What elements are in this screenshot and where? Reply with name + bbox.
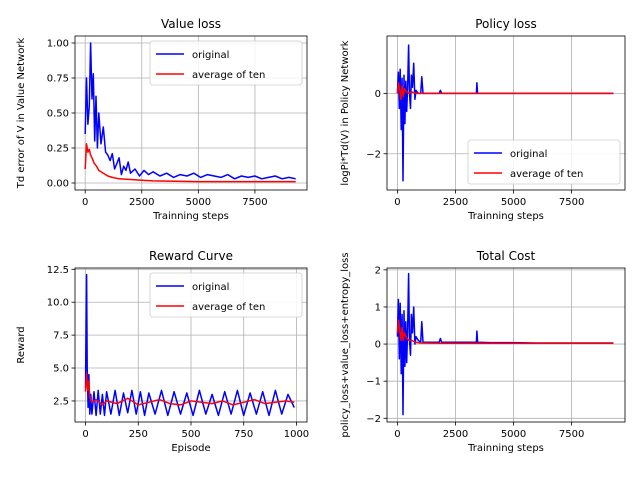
chart-title: Policy loss xyxy=(475,17,537,31)
series-line-average xyxy=(396,319,614,345)
x-tick-label: 0 xyxy=(394,429,400,440)
legend: original average of ten xyxy=(149,40,303,86)
y-tick-label: 0.00 xyxy=(47,179,69,190)
x-tick-label: 250 xyxy=(129,429,148,440)
legend-label: average of ten xyxy=(192,302,265,313)
legend: original average of ten xyxy=(149,272,303,318)
y-tick-label: 10.0 xyxy=(47,298,69,309)
x-tick-label: 0 xyxy=(82,197,88,208)
y-tick-label: −1 xyxy=(366,377,381,388)
x-tick-label: 7500 xyxy=(242,197,267,208)
axes-frame xyxy=(386,267,626,423)
y-tick-label: 1 xyxy=(375,302,381,313)
plot-area xyxy=(84,273,295,417)
y-tick-label: 7.5 xyxy=(53,331,69,342)
x-axis-label: Trainning steps xyxy=(467,443,544,454)
series-line-average xyxy=(84,143,296,183)
x-tick-label: 1000 xyxy=(284,429,309,440)
subplot-2: 0 2500 5000 7500 −2 0 Policy loss Trainning ste… xyxy=(340,17,626,222)
x-axis-label: Trainning steps xyxy=(467,211,544,222)
x-tick-label: 7500 xyxy=(559,429,584,440)
series-line-average xyxy=(84,372,295,406)
y-axis-label: logPi*Td(V) in Policy Network xyxy=(340,40,351,185)
y-tick-label: −2 xyxy=(366,414,381,425)
subplot-4: 0 2500 5000 7500 −2 −1 0 1 2 Total Cost Trainning … xyxy=(340,249,626,454)
y-tick-label: −2 xyxy=(366,149,381,160)
legend-box xyxy=(149,272,303,318)
y-tick-label: 2.5 xyxy=(53,396,69,407)
y-tick-label: 5.0 xyxy=(53,364,69,375)
x-tick-label: 0 xyxy=(394,197,400,208)
y-tick-label: 0.50 xyxy=(47,109,69,120)
chart-title: Total Cost xyxy=(476,249,536,263)
x-tick-label: 2500 xyxy=(443,197,468,208)
legend-label: average of ten xyxy=(192,70,265,81)
legend-label: original xyxy=(192,282,229,293)
plot-area xyxy=(84,42,296,183)
x-tick-label: 7500 xyxy=(559,197,584,208)
chart-title: Value loss xyxy=(161,17,221,31)
legend-label: original xyxy=(510,149,547,160)
x-tick-label: 5000 xyxy=(501,429,526,440)
y-axis-label: Reward xyxy=(16,326,27,363)
subplot-1: 0 2500 5000 7500 0.00 0.25 0.50 0.75 1.00 Value l… xyxy=(16,17,308,222)
y-tick-label: 12.5 xyxy=(47,265,69,276)
y-tick-label: 0.25 xyxy=(47,144,69,155)
y-tick-label: 0 xyxy=(375,340,381,351)
y-tick-label: 1.00 xyxy=(47,39,69,50)
legend-box xyxy=(149,40,303,86)
legend-label: average of ten xyxy=(510,169,583,180)
y-tick-label: 0.75 xyxy=(47,74,69,85)
series-line-original xyxy=(84,273,295,417)
x-tick-label: 0 xyxy=(82,429,88,440)
x-tick-label: 750 xyxy=(234,429,253,440)
series-line-original xyxy=(84,42,296,180)
series-line-average xyxy=(396,82,614,101)
y-axis-label: Td error of V in Value Network xyxy=(16,38,27,190)
plot-area xyxy=(396,272,614,416)
y-tick-label: 0 xyxy=(375,89,381,100)
y-tick-label: 2 xyxy=(375,265,381,276)
x-tick-label: 2500 xyxy=(129,197,154,208)
legend: original average of ten xyxy=(467,139,621,185)
x-tick-label: 5000 xyxy=(186,197,211,208)
legend-box xyxy=(467,139,621,185)
legend-label: original xyxy=(192,50,229,61)
y-axis-label: policy_loss+value_loss+entropy_loss xyxy=(340,252,351,437)
chart-title: Reward Curve xyxy=(149,249,233,263)
plot-area xyxy=(396,44,614,182)
series-line-original xyxy=(396,272,614,416)
subplot-3: 0 250 500 750 1000 2.5 5.0 7.5 10.0 12.5 Reward Cu… xyxy=(16,249,309,454)
x-axis-label: Episode xyxy=(171,443,210,454)
x-axis-label: Trainning steps xyxy=(152,211,229,222)
x-tick-label: 5000 xyxy=(501,197,526,208)
x-tick-label: 2500 xyxy=(443,429,468,440)
x-tick-label: 500 xyxy=(181,429,200,440)
axes-frame xyxy=(386,35,626,191)
